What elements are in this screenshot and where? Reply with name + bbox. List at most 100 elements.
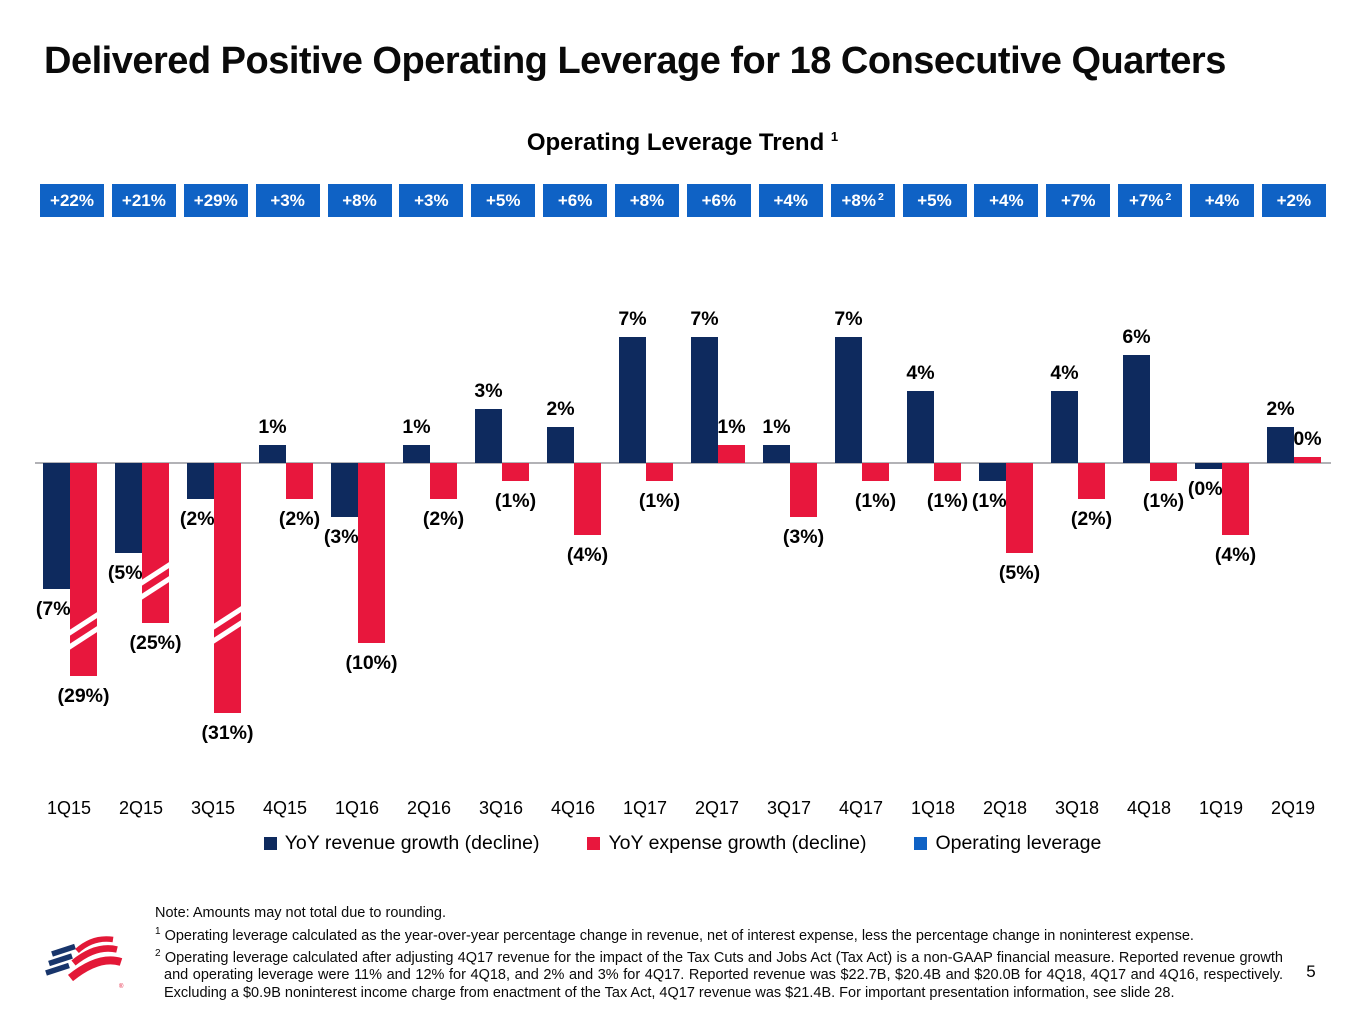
badge-label: +8% [629,190,665,210]
x-axis-label-2Q16: 2Q16 [406,798,452,818]
bar-value-label: (4%) [566,544,609,566]
badge-label: +21% [121,190,166,210]
badge-label: +8% [841,190,876,210]
revenue-bar-1Q17 [619,337,646,463]
bar-value-label: (5%) [107,562,150,584]
bar-value-label: (5%) [998,562,1041,584]
operating-leverage-badge-3Q18: +7% [1046,184,1111,217]
footnote-1-marker: 1 [155,925,161,937]
bar-value-label: (1%) [926,490,969,512]
revenue-bar-1Q18 [907,391,934,463]
operating-leverage-badge-2Q15: +21% [111,184,176,217]
bar-value-label: (7%) [35,598,78,620]
legend-item: YoY revenue growth (decline) [263,832,539,855]
bar-value-label: (1%) [494,490,537,512]
badge-label: +6% [701,190,737,210]
expense-bar-3Q18 [1078,463,1105,499]
bar-value-label: (10%) [345,652,398,674]
bar-value-label: 1% [402,416,431,438]
expense-bar-3Q15 [214,463,241,713]
operating-leverage-badge-row: +22% +21% +29% +3% +8% +3% +5% +6% +8% +6% +4% +8% 2… [40,184,1326,217]
bar-value-label: 2% [1266,398,1295,420]
x-axis-label-1Q15: 1Q15 [46,798,92,818]
legend-label: YoY expense growth (decline) [608,832,867,854]
badge-label: +5% [917,190,952,210]
expense-bar-1Q19 [1222,463,1249,535]
x-axis-label-1Q16: 1Q16 [334,798,380,818]
x-axis-label-3Q17: 3Q17 [766,798,812,818]
expense-bar-1Q15 [70,463,97,676]
chart-legend: YoY revenue growth (decline) YoY expense … [0,832,1365,855]
x-axis-label-3Q16: 3Q16 [478,798,524,818]
badge-label: +2% [1276,190,1312,210]
badge-label: +8% [342,190,377,210]
revenue-bar-4Q15 [259,445,286,463]
revenue-bar-4Q18 [1123,355,1150,463]
revenue-bar-1Q15 [43,463,70,589]
badge-label: +4% [773,190,809,210]
bar-value-label: (2%) [422,508,465,530]
x-axis-label-4Q16: 4Q16 [550,798,596,818]
operating-leverage-badge-2Q19: +2% [1261,184,1326,217]
expense-bar-2Q16 [430,463,457,499]
badge-label: +6% [557,190,593,210]
legend-label: Operating leverage [935,832,1102,854]
legend-swatch [263,837,277,850]
expense-bar-2Q19 [1294,457,1321,463]
chart-title: Operating Leverage Trend 1 [0,129,1365,157]
revenue-bar-4Q16 [547,427,574,463]
revenue-bar-3Q17 [763,445,790,463]
footnote-1: 1 Operating leverage calculated as the y… [155,923,1283,945]
x-axis-label-2Q19: 2Q19 [1270,798,1316,818]
footnote-1-text: Operating leverage calculated as the yea… [164,927,1194,944]
expense-bar-2Q18 [1006,463,1033,553]
x-axis-label-4Q18: 4Q18 [1126,798,1172,818]
bar-value-label: 1% [258,416,287,438]
revenue-bar-4Q17 [835,337,862,463]
bar-value-label: (29%) [57,685,110,707]
bank-of-america-logo: ® [45,936,124,990]
legend-item: YoY expense growth (decline) [587,832,866,855]
x-axis-label-2Q17: 2Q17 [694,798,740,818]
legend-swatch [587,837,601,850]
x-axis-label-1Q18: 1Q18 [910,798,956,818]
operating-leverage-badge-2Q17: +6% [686,184,751,217]
x-axis-label-4Q17: 4Q17 [838,798,884,818]
x-axis-label-4Q15: 4Q15 [262,798,308,818]
operating-leverage-badge-1Q19: +4% [1190,184,1254,217]
bar-value-label: (2%) [1070,508,1113,530]
x-axis-label-3Q18: 3Q18 [1054,798,1100,818]
expense-bar-1Q16 [358,463,385,643]
footnote-2-text: Operating leverage calculated after adju… [164,949,1283,1001]
expense-bar-3Q16 [502,463,529,481]
footnote-2: 2 Operating leverage calculated after ad… [155,945,1283,1002]
bar-value-label: (1%) [854,490,897,512]
x-axis-label-2Q18: 2Q18 [982,798,1028,818]
operating-leverage-badge-3Q17: +4% [758,184,823,217]
revenue-bar-1Q16 [331,463,358,517]
operating-leverage-badge-4Q18: +7% 2 [1118,184,1183,217]
operating-leverage-badge-3Q15: +29% [183,184,248,217]
expense-bar-4Q17 [862,463,889,481]
operating-leverage-badge-4Q17: +8% 2 [830,184,895,217]
badge-footnote-marker: 2 [877,190,884,203]
revenue-bar-3Q15 [187,463,214,499]
chart-baseline [35,462,1331,464]
x-axis: 1Q15 2Q15 3Q15 4Q15 1Q16 2Q16 3Q16 4Q16 1Q17 2Q17… [0,798,1365,822]
badge-label: +3% [270,190,305,210]
bar-value-label: 7% [834,308,863,330]
revenue-bar-2Q16 [403,445,430,463]
bar-value-label: 3% [474,380,503,402]
bar-value-label: (25%) [129,632,182,654]
bar-value-label: 7% [690,308,719,330]
badge-label: +4% [989,190,1024,210]
operating-leverage-badge-2Q16: +3% [399,184,464,217]
bar-value-label: (0%) [1187,478,1230,500]
revenue-bar-2Q15 [115,463,142,553]
expense-bar-2Q15 [142,463,169,623]
bar-value-label: (3%) [782,526,825,548]
operating-leverage-badge-4Q16: +6% [543,184,608,217]
bar-value-label: (1%) [971,490,1014,512]
